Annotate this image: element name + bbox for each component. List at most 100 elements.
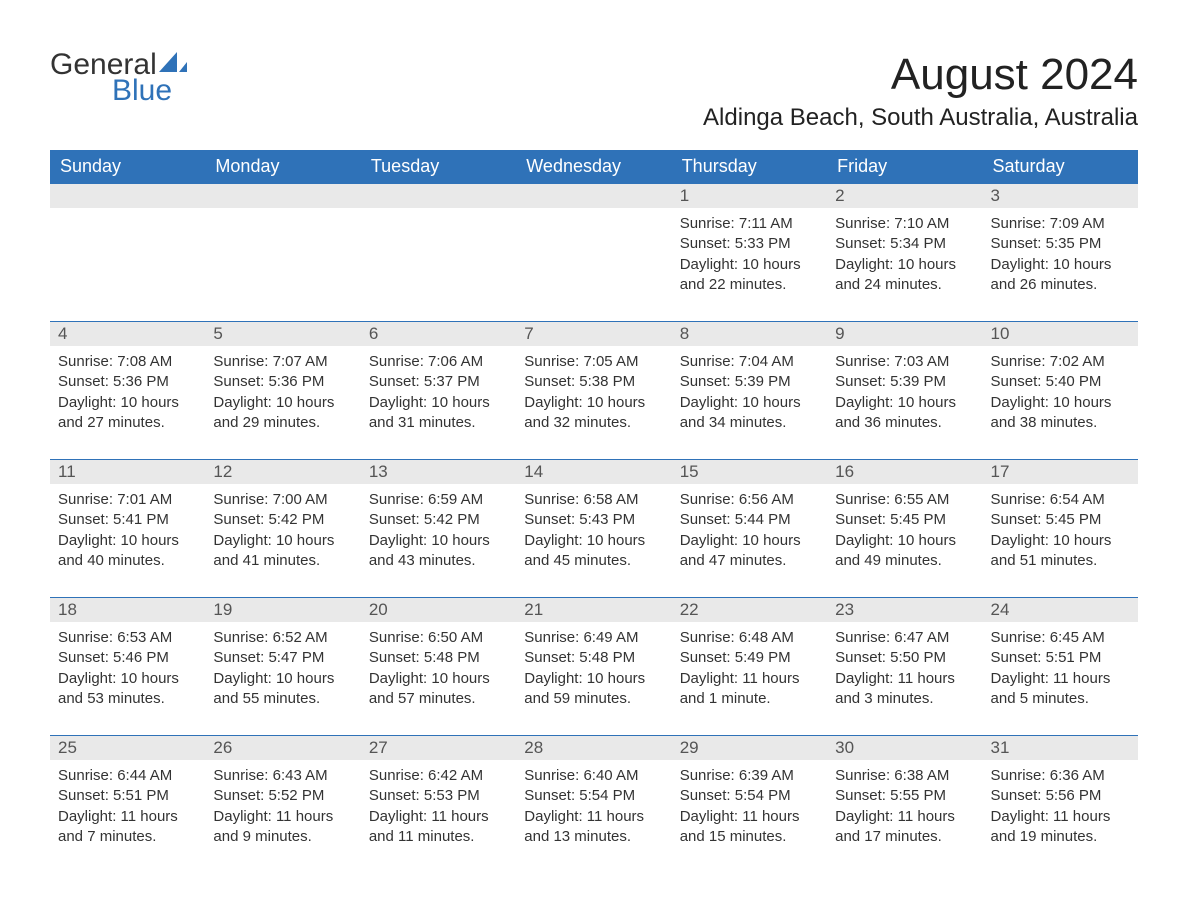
calendar-day-cell: 13Sunrise: 6:59 AMSunset: 5:42 PMDayligh…: [361, 460, 516, 598]
day-number: 12: [205, 460, 360, 484]
day-content: Sunrise: 6:43 AMSunset: 5:52 PMDaylight:…: [205, 760, 360, 873]
logo: General Blue: [50, 50, 187, 106]
calendar-day-cell: 19 Sunrise: 6:52 AMSunset: 5:47 PMDayligh…: [205, 598, 360, 736]
sunset-line: Sunset: 5:54 PM: [524, 786, 663, 806]
day-number: 1: [672, 184, 827, 208]
weekday-row: SundayMondayTuesdayWednesdayThursdayFrid…: [50, 150, 1138, 184]
sunrise-line: Sunrise: 7:02 AM: [991, 352, 1130, 372]
day-number: 30: [827, 736, 982, 760]
calendar-day-cell: 20Sunrise: 6:50 AMSunset: 5:48 PMDayligh…: [361, 598, 516, 736]
day-number: 24: [983, 598, 1138, 622]
calendar-head: SundayMondayTuesdayWednesdayThursdayFrid…: [50, 150, 1138, 184]
sunrise-line: Sunrise: 6:54 AM: [991, 490, 1130, 510]
calendar-day-cell: 30Sunrise: 6:38 AMSunset: 5:55 PMDayligh…: [827, 736, 982, 874]
location-subtitle: Aldinga Beach, South Australia, Australi…: [703, 104, 1138, 132]
calendar-week-row: 4Sunrise: 7:08 AMSunset: 5:36 PMDaylight…: [50, 322, 1138, 460]
calendar-day-cell: 11Sunrise: 7:01 AMSunset: 5:41 PMDayligh…: [50, 460, 205, 598]
day-number: 27: [361, 736, 516, 760]
calendar-week-row: 18 Sunrise: 6:53 AMSunset: 5:46 PM Dayligh…: [50, 598, 1138, 736]
day-number: 9: [827, 322, 982, 346]
daylight-line: Daylight: 10 hours and 57 minutes.: [369, 669, 508, 710]
day-number: 3: [983, 184, 1138, 208]
day-number-bar-empty: [50, 184, 205, 208]
calendar-page: General Blue August 2024 Aldinga Beach, …: [0, 0, 1188, 903]
sunset-line: Sunset: 5:43 PM: [524, 510, 663, 530]
day-number: 19: [205, 598, 360, 622]
day-content: Sunrise: 6:44 AMSunset: 5:51 PMDaylight:…: [50, 760, 205, 873]
day-content: Sunrise: 7:07 AMSunset: 5:36 PMDaylight:…: [205, 346, 360, 459]
day-content: Sunrise: 6:47 AMSunset: 5:50 PMDaylight:…: [827, 622, 982, 735]
day-number: 23: [827, 598, 982, 622]
sunrise-line: Sunrise: 7:03 AM: [835, 352, 974, 372]
sunset-line: Sunset: 5:42 PM: [369, 510, 508, 530]
day-content: Sunrise: 6:56 AMSunset: 5:44 PMDaylight:…: [672, 484, 827, 597]
daylight-line: Daylight: 10 hours and 22 minutes.: [680, 255, 819, 296]
day-number-bar-empty: [205, 184, 360, 208]
daylight-line: Daylight: 10 hours and 47 minutes.: [680, 531, 819, 572]
day-content: Sunrise: 7:10 AMSunset: 5:34 PMDaylight:…: [827, 208, 982, 321]
day-content: Sunrise: 7:02 AMSunset: 5:40 PMDaylight:…: [983, 346, 1138, 459]
daylight-line: Daylight: 10 hours and 36 minutes.: [835, 393, 974, 434]
day-content: Sunrise: 7:03 AMSunset: 5:39 PMDaylight:…: [827, 346, 982, 459]
day-number: 17: [983, 460, 1138, 484]
sunrise-line: Sunrise: 6:48 AM: [680, 628, 819, 648]
calendar-week-row: 1Sunrise: 7:11 AMSunset: 5:33 PMDaylight…: [50, 184, 1138, 322]
day-number: 6: [361, 322, 516, 346]
day-number: 22: [672, 598, 827, 622]
calendar-day-cell: 18Sunrise: 6:53 AMSunset: 5:46 PMDayligh…: [50, 598, 205, 736]
sunset-line: Sunset: 5:54 PM: [680, 786, 819, 806]
day-content: Sunrise: 6:39 AMSunset: 5:54 PMDaylight:…: [672, 760, 827, 873]
sunset-line: Sunset: 5:46 PM: [58, 648, 197, 668]
sunrise-line: Sunrise: 6:53 AM: [58, 628, 197, 648]
daylight-line: Daylight: 10 hours and 40 minutes.: [58, 531, 197, 572]
day-number: 13: [361, 460, 516, 484]
sunset-line: Sunset: 5:51 PM: [991, 648, 1130, 668]
daylight-line: Daylight: 11 hours and 15 minutes.: [680, 807, 819, 848]
calendar-day-cell: 4Sunrise: 7:08 AMSunset: 5:36 PMDaylight…: [50, 322, 205, 460]
day-content: Sunrise: 7:09 AMSunset: 5:35 PMDaylight:…: [983, 208, 1138, 321]
sunrise-line: Sunrise: 6:40 AM: [524, 766, 663, 786]
daylight-line: Daylight: 11 hours and 9 minutes.: [213, 807, 352, 848]
day-content: Sunrise: 6:55 AMSunset: 5:45 PMDaylight:…: [827, 484, 982, 597]
calendar-week-row: 25Sunrise: 6:44 AMSunset: 5:51 PMDayligh…: [50, 736, 1138, 874]
calendar-week-row: 11Sunrise: 7:01 AMSunset: 5:41 PMDayligh…: [50, 460, 1138, 598]
sunset-line: Sunset: 5:56 PM: [991, 786, 1130, 806]
day-number: 16: [827, 460, 982, 484]
day-content: Sunrise: 6:49 AMSunset: 5:48 PMDaylight:…: [516, 622, 671, 735]
sunrise-line: Sunrise: 6:52 AM: [213, 628, 352, 648]
day-number: 11: [50, 460, 205, 484]
day-number: 20: [361, 598, 516, 622]
weekday-header: Thursday: [672, 150, 827, 184]
daylight-line: Daylight: 10 hours and 55 minutes.: [213, 669, 352, 710]
daylight-line: Daylight: 10 hours and 34 minutes.: [680, 393, 819, 434]
calendar-day-cell: 24Sunrise: 6:45 AMSunset: 5:51 PMDayligh…: [983, 598, 1138, 736]
calendar-day-cell: 23Sunrise: 6:47 AMSunset: 5:50 PMDayligh…: [827, 598, 982, 736]
day-number: 4: [50, 322, 205, 346]
daylight-line: Daylight: 10 hours and 41 minutes.: [213, 531, 352, 572]
sunset-line: Sunset: 5:39 PM: [680, 372, 819, 392]
day-number: 15: [672, 460, 827, 484]
sunrise-line: Sunrise: 7:11 AM: [680, 214, 819, 234]
day-number: 14: [516, 460, 671, 484]
calendar-day-cell: 22Sunrise: 6:48 AMSunset: 5:49 PMDayligh…: [672, 598, 827, 736]
calendar-day-cell: [50, 184, 205, 322]
daylight-line: Daylight: 10 hours and 29 minutes.: [213, 393, 352, 434]
daylight-line: Daylight: 11 hours and 11 minutes.: [369, 807, 508, 848]
sunrise-line: Sunrise: 7:00 AM: [213, 490, 352, 510]
sunset-line: Sunset: 5:49 PM: [680, 648, 819, 668]
day-number: 29: [672, 736, 827, 760]
sunrise-line: Sunrise: 6:50 AM: [369, 628, 508, 648]
sunset-line: Sunset: 5:47 PM: [213, 648, 352, 668]
calendar-day-cell: 25Sunrise: 6:44 AMSunset: 5:51 PMDayligh…: [50, 736, 205, 874]
day-number: 26: [205, 736, 360, 760]
weekday-header: Monday: [205, 150, 360, 184]
daylight-line: Daylight: 11 hours and 5 minutes.: [991, 669, 1130, 710]
day-content: Sunrise: 6:45 AMSunset: 5:51 PMDaylight:…: [983, 622, 1138, 735]
sunrise-line: Sunrise: 7:01 AM: [58, 490, 197, 510]
day-number: 18: [50, 598, 205, 622]
day-content: Sunrise: 6:54 AMSunset: 5:45 PMDaylight:…: [983, 484, 1138, 597]
day-content: Sunrise: 6:40 AMSunset: 5:54 PMDaylight:…: [516, 760, 671, 873]
sunset-line: Sunset: 5:37 PM: [369, 372, 508, 392]
sunset-line: Sunset: 5:53 PM: [369, 786, 508, 806]
sunset-line: Sunset: 5:36 PM: [58, 372, 197, 392]
